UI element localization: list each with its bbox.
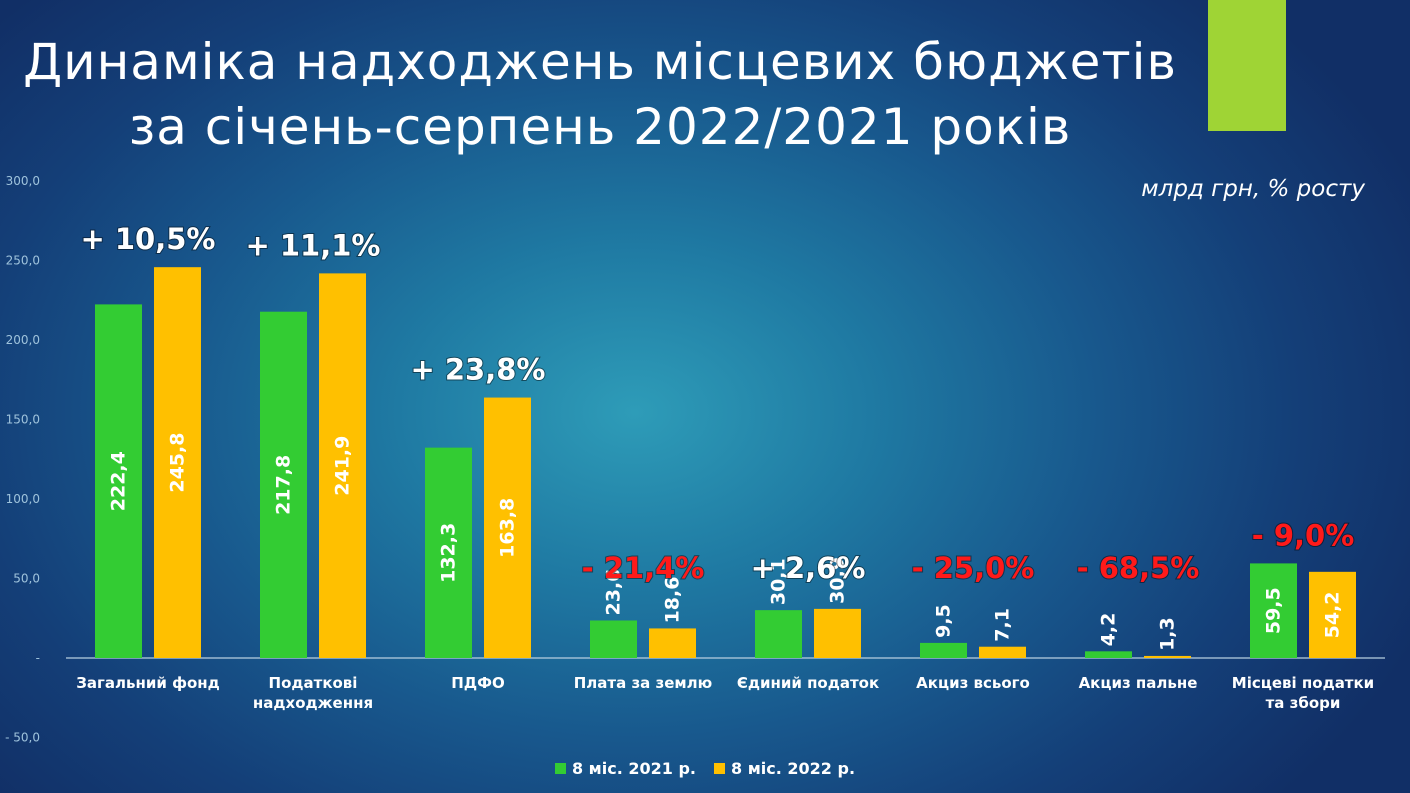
bar-value-label: 245,8 [167, 433, 189, 493]
accent-bar [1208, 0, 1286, 131]
bar-value-label: 217,8 [273, 455, 295, 515]
chart-title-line-1: Динаміка надходжень місцевих бюджетів [23, 33, 1177, 91]
bar-2022 [484, 397, 531, 658]
category-label: Акциз всього [916, 674, 1030, 692]
growth-label: + 11,1% [245, 228, 380, 262]
growth-label: - 25,0% [912, 551, 1035, 585]
bar-2021 [95, 304, 142, 658]
bar-2021 [920, 642, 967, 658]
y-tick-label: 300,0 [6, 174, 40, 188]
bar-value-label: 1,3 [1157, 617, 1179, 651]
bar-value-label: 241,9 [332, 436, 354, 496]
bar-2022 [979, 646, 1026, 658]
legend-item-2021: 8 міс. 2021 р. [554, 759, 696, 778]
category-label: Плата за землю [574, 674, 712, 692]
bar-2022 [814, 608, 861, 658]
bar-2021 [590, 620, 637, 658]
bar-2021 [1085, 651, 1132, 658]
bar-value-label: 18,6 [662, 577, 684, 624]
category-label: Податкові [269, 674, 358, 692]
y-tick-label: 250,0 [6, 254, 40, 268]
legend-item-2022: 8 міс. 2022 р. [714, 759, 855, 778]
category-label: та збори [1266, 694, 1341, 712]
bar-2022 [319, 273, 366, 658]
category-label: Єдиний податок [737, 674, 879, 692]
growth-label: - 9,0% [1252, 518, 1355, 552]
bar-2021 [260, 311, 307, 658]
bar-2021 [425, 447, 472, 658]
y-tick-label: 150,0 [6, 413, 40, 427]
y-tick-label: 100,0 [6, 492, 40, 506]
bar-value-label: 54,2 [1322, 591, 1344, 638]
category-label: ПДФО [451, 674, 505, 692]
legend-swatch-2022 [714, 763, 725, 774]
category-label: Загальний фонд [76, 674, 219, 692]
bar-value-label: 7,1 [992, 608, 1014, 642]
units-label: млрд грн, % росту [1141, 176, 1365, 202]
legend-swatch-2021 [554, 763, 566, 774]
bar-value-label: 23,6 [603, 569, 625, 616]
bar-value-label: 30,1 [768, 558, 790, 605]
bar-2021 [755, 610, 802, 658]
category-label: надходження [253, 694, 373, 712]
y-tick-label: 200,0 [6, 333, 40, 347]
bar-value-label: 163,8 [497, 498, 519, 558]
category-label: Місцеві податки [1232, 674, 1374, 692]
category-label: Акциз пальне [1079, 674, 1198, 692]
bar-2021 [1250, 563, 1297, 658]
bar-value-label: 222,4 [108, 451, 130, 511]
y-tick-label: - 50,0 [5, 731, 40, 745]
bar-2022 [649, 628, 696, 658]
bar-value-label: 9,5 [933, 604, 955, 638]
chart-title-line-2: за січень-серпень 2022/2021 років [128, 98, 1072, 156]
legend-label-2021: 8 міс. 2021 р. [571, 759, 696, 778]
y-tick-label: - [36, 651, 40, 665]
bar-value-label: 30,9 [827, 557, 849, 604]
legend-label-2022: 8 міс. 2022 р. [731, 759, 856, 778]
bar-value-label: 4,2 [1098, 613, 1120, 647]
growth-label: + 23,8% [410, 353, 545, 387]
bar-2022 [1144, 655, 1191, 658]
bar-2022 [154, 267, 201, 658]
growth-label: - 68,5% [1077, 551, 1200, 585]
growth-label: - 21,4% [582, 551, 705, 585]
y-tick-label: 50,0 [13, 572, 40, 586]
growth-label: + 2,6% [751, 551, 866, 585]
legend: 8 міс. 2021 р. 8 міс. 2022 р. [0, 759, 1410, 778]
bar-value-label: 59,5 [1263, 587, 1285, 634]
growth-label: + 10,5% [80, 222, 215, 256]
bar-value-label: 132,3 [438, 523, 460, 583]
bar-2022 [1309, 571, 1356, 658]
